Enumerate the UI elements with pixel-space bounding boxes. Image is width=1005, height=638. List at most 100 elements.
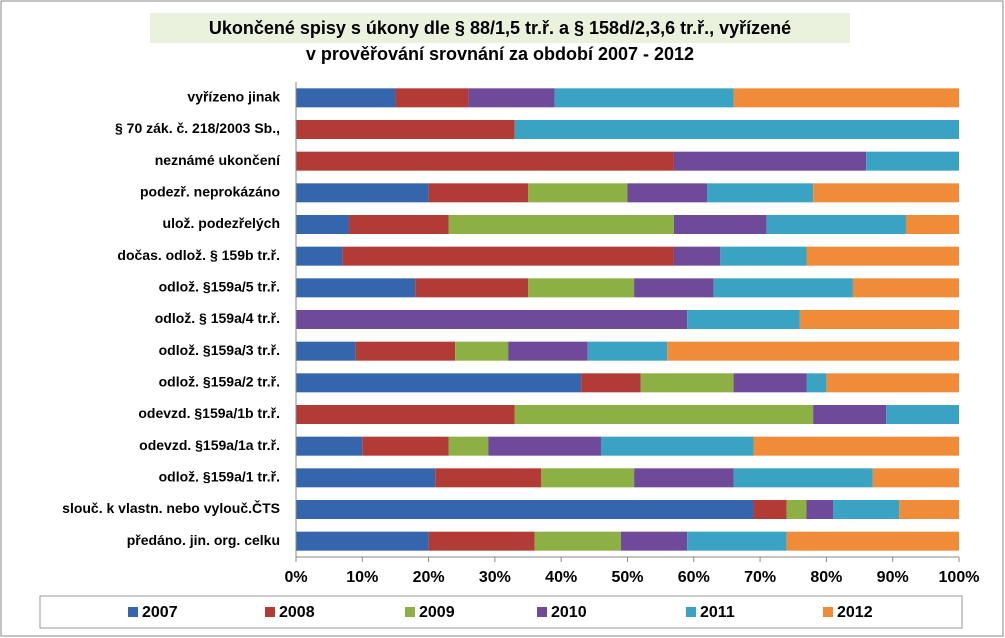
y-tick-label: odlož. §159a/5 tr.ř.	[159, 279, 280, 295]
bar-segment	[587, 341, 668, 361]
bar-segment	[296, 278, 416, 298]
bar-segment	[534, 531, 621, 551]
bar-segment	[627, 183, 708, 203]
bar-segment	[673, 246, 721, 266]
bar-segment	[826, 373, 959, 393]
bar-segment	[428, 531, 535, 551]
bar-segment	[733, 373, 807, 393]
bar-segment	[687, 531, 787, 551]
legend-label: 2011	[700, 604, 735, 621]
bar-segment	[667, 341, 959, 361]
bar-segment	[296, 500, 754, 519]
bar-segment	[514, 120, 959, 139]
bar-segment	[899, 500, 959, 519]
bar-segment	[455, 341, 509, 361]
legend-swatch	[537, 607, 547, 617]
y-tick-label: odlož. § 159a/4 tr.ř.	[155, 310, 280, 326]
bar-segment	[448, 215, 674, 234]
bar-segment	[448, 436, 489, 456]
bar-segment	[514, 405, 814, 424]
bar-segment	[852, 278, 959, 298]
y-tick-label: odlož. §159a/2 tr.ř.	[159, 374, 280, 390]
bar-segment	[581, 373, 641, 393]
bar-segment	[468, 88, 555, 108]
y-tick-label: odlož. §159a/3 tr.ř.	[159, 342, 280, 358]
bar-segment	[806, 500, 834, 519]
bar-segment	[296, 120, 515, 139]
x-tick-label: 30%	[479, 569, 511, 586]
bar-segment	[687, 310, 800, 329]
bar-segment	[833, 500, 900, 519]
y-tick-label: odlož. §159a/1 tr.ř.	[159, 469, 280, 485]
x-tick-label: 10%	[346, 569, 378, 586]
bar-segment	[296, 341, 356, 361]
bar-segment	[713, 278, 853, 298]
bar-segment	[813, 183, 959, 203]
legend-box	[39, 595, 963, 629]
legend-label: 2010	[551, 604, 587, 621]
bar-segment	[296, 436, 363, 456]
bar-segment	[673, 151, 867, 171]
title-highlight	[150, 13, 850, 43]
legend-swatch	[686, 607, 696, 617]
bar-segment	[528, 278, 635, 298]
y-tick-label: § 70 zák. č. 218/2003 Sb.,	[115, 120, 280, 136]
x-tick-label: 60%	[678, 569, 710, 586]
bar-segment	[813, 405, 887, 424]
bar-segment	[528, 183, 628, 203]
y-tick-label: neznámé ukončení	[155, 152, 281, 168]
legend-swatch	[405, 607, 415, 617]
bar-segment	[435, 468, 542, 488]
bar-segment	[720, 246, 807, 266]
bar-segment	[806, 373, 827, 393]
y-tick-label: předáno. jin. org. celku	[127, 532, 280, 548]
bar-segment	[866, 151, 959, 171]
bar-segment	[753, 436, 959, 456]
y-tick-label: odevzd. §159a/1b tr.ř.	[138, 405, 280, 421]
chart-title: Ukončené spisy s úkony dle § 88/1,5 tr.ř…	[209, 18, 791, 38]
bar-segment	[296, 183, 429, 203]
bar-segment	[620, 531, 688, 551]
bar-segment	[296, 246, 343, 266]
legend-swatch	[265, 607, 275, 617]
bar-segment	[395, 88, 469, 108]
bar-segment	[806, 246, 959, 266]
bar-segment	[428, 183, 529, 203]
bar-segment	[634, 278, 714, 298]
x-tick-label: 90%	[877, 569, 909, 586]
bar-segment	[640, 373, 734, 393]
x-tick-label: 70%	[744, 569, 776, 586]
legend-label: 2012	[837, 604, 873, 621]
bar-segment	[766, 215, 906, 234]
bar-segment	[673, 215, 767, 234]
bar-segment	[733, 88, 959, 108]
bar-segment	[600, 436, 754, 456]
bar-segment	[905, 215, 959, 234]
bar-segment	[786, 500, 807, 519]
bar-segment	[415, 278, 529, 298]
bar-segment	[296, 151, 674, 171]
bar-segment	[554, 88, 734, 108]
bar-segment	[296, 531, 429, 551]
bar-segment	[799, 310, 959, 329]
bar-segment	[733, 468, 873, 488]
bar-segment	[296, 88, 396, 108]
bar-segment	[342, 246, 674, 266]
legend-label: 2008	[279, 604, 315, 621]
bar-segment	[886, 405, 959, 424]
legend-label: 2009	[419, 604, 455, 621]
x-tick-label: 100%	[939, 569, 980, 586]
bar-segment	[508, 341, 588, 361]
legend-swatch	[823, 607, 833, 617]
bar-segment	[296, 310, 688, 329]
x-tick-label: 40%	[545, 569, 577, 586]
x-tick-label: 0%	[284, 569, 307, 586]
bar-segment	[349, 215, 449, 234]
bar-segment	[707, 183, 814, 203]
bar-segment	[753, 500, 787, 519]
y-tick-label: dočas. odlož. § 159b tr.ř.	[117, 247, 280, 263]
y-tick-label: vyřízeno jinak	[187, 89, 280, 105]
bar-segment	[488, 436, 601, 456]
bar-segment	[296, 468, 436, 488]
